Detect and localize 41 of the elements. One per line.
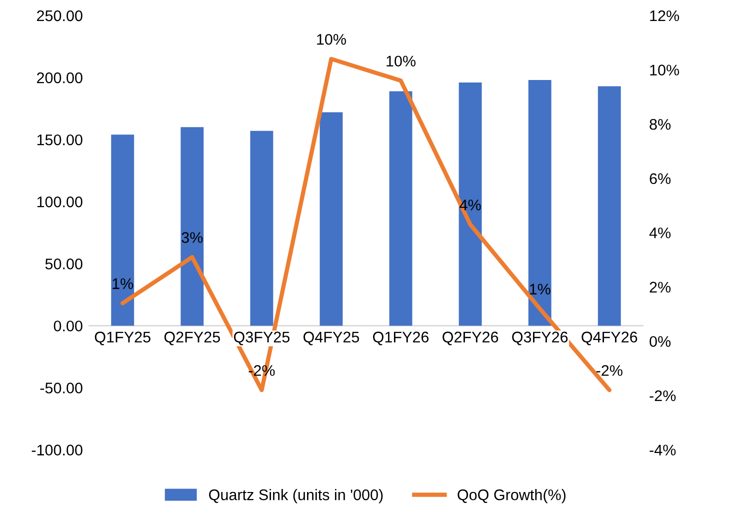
y2-tick-label: 10% xyxy=(650,64,680,76)
y-tick-label: 100.00 xyxy=(37,196,82,208)
data-label: 1% xyxy=(112,278,134,290)
y-tick-label: 0.00 xyxy=(54,320,82,332)
y-tick-label: 250.00 xyxy=(37,10,82,22)
x-tick-label: Q3FY26 xyxy=(512,332,568,346)
y-tick-label: -100.00 xyxy=(32,444,82,456)
bar xyxy=(111,134,134,326)
y-tick-label: 50.00 xyxy=(45,258,82,270)
bar xyxy=(598,86,621,326)
bar xyxy=(389,91,412,326)
data-label: 10% xyxy=(386,56,416,67)
x-tick-label: Q1FY26 xyxy=(373,332,429,346)
x-tick-label: Q2FY26 xyxy=(442,332,498,346)
bar xyxy=(250,130,274,326)
x-tick-label: Q1FY25 xyxy=(94,332,150,346)
bar xyxy=(180,127,204,326)
y2-tick-label: 6% xyxy=(650,173,671,184)
data-label: -2% xyxy=(596,365,622,376)
bar xyxy=(458,82,482,326)
y-tick-label: -50.00 xyxy=(40,382,82,394)
y2-tick-label: 4% xyxy=(649,228,671,238)
x-tick-label: Q4FY26 xyxy=(582,332,638,346)
y-tick-label: 200.00 xyxy=(37,72,82,84)
data-label: 10% xyxy=(317,34,346,45)
y2-tick-label: -4% xyxy=(650,444,676,456)
y2-tick-label: 12% xyxy=(650,10,680,22)
x-tick-label: Q3FY25 xyxy=(234,332,290,346)
legend-label: QoQ Growth(%) xyxy=(458,489,566,504)
bar xyxy=(320,112,343,326)
y2-tick-label: -2% xyxy=(650,390,676,402)
y2-tick-label: 0% xyxy=(650,336,671,347)
y-tick-label: 150.00 xyxy=(37,134,82,146)
x-tick-label: Q4FY25 xyxy=(304,332,360,346)
y2-tick-label: 2% xyxy=(650,282,671,293)
data-label: 1% xyxy=(530,284,550,294)
y2-tick-label: 8% xyxy=(650,118,671,130)
bar xyxy=(528,80,552,326)
legend-label: Quartz Sink (units in '000) xyxy=(209,489,383,504)
data-label: 3% xyxy=(182,232,203,243)
x-tick-label: Q2FY25 xyxy=(164,332,220,346)
